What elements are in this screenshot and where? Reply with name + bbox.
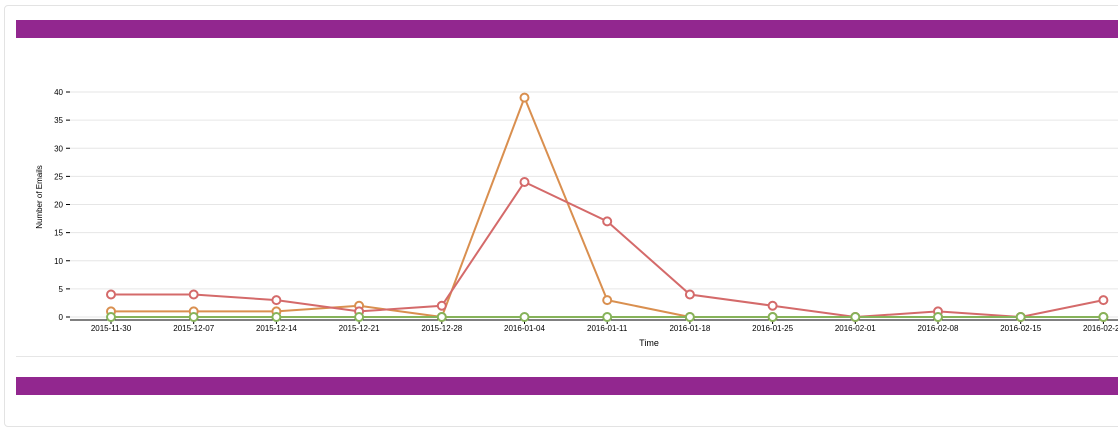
y-axis: 0 5 10 15 20 25 30 35 40: [54, 88, 70, 322]
panel-footer-bar: [16, 377, 1118, 395]
y-tick-label: 40: [54, 88, 63, 97]
data-point: [767, 300, 778, 311]
data-point: [1098, 312, 1109, 322]
data-point: [767, 312, 778, 322]
data-point: [1015, 312, 1026, 322]
x-tick-label: 2016-01-11: [587, 324, 628, 333]
grid-lines: [70, 91, 1118, 318]
x-tick-label: 2016-02-15: [1000, 324, 1041, 333]
x-tick-label: 2016-02-08: [918, 324, 959, 333]
x-tick-label: 2015-12-07: [173, 324, 214, 333]
data-point: [106, 289, 116, 300]
data-point: [684, 312, 695, 322]
x-axis-label: Time: [639, 338, 659, 348]
data-point: [106, 312, 116, 322]
data-point: [1098, 295, 1109, 306]
x-axis: 2015-11-30 2015-12-07 2015-12-14 2015-12-21…: [70, 319, 1118, 333]
data-point: [271, 312, 282, 322]
x-tick-label: 2016-01-04: [504, 324, 545, 333]
y-tick-label: 5: [59, 285, 64, 294]
x-tick-label: 2016-02-22: [1083, 324, 1118, 333]
y-tick-label: 15: [54, 229, 63, 238]
x-tick-label: 2016-01-25: [752, 324, 793, 333]
data-point: [436, 312, 447, 322]
y-tick-label: 20: [54, 201, 63, 210]
y-axis-label: Number of Emails: [35, 165, 44, 229]
data-point: [519, 92, 530, 103]
data-point: [933, 312, 943, 322]
data-point: [602, 295, 613, 306]
data-point: [602, 216, 613, 227]
y-tick-label: 30: [54, 144, 63, 153]
x-tick-label: 2015-12-14: [256, 324, 297, 333]
data-point: [684, 289, 695, 300]
data-point: [519, 312, 530, 322]
series-line: [111, 94, 1104, 319]
data-point: [271, 295, 282, 306]
y-tick-label: 25: [54, 172, 63, 181]
x-tick-label: 2015-12-28: [421, 324, 462, 333]
y-tick-label: 0: [59, 313, 64, 322]
data-point: [188, 289, 199, 300]
x-tick-label: 2015-11-30: [91, 324, 132, 333]
data-point: [188, 312, 199, 322]
data-point: [602, 312, 613, 322]
series-points: [106, 92, 1109, 322]
x-tick-label: 2016-02-01: [835, 324, 876, 333]
y-tick-label: 35: [54, 116, 63, 125]
series-lines: [111, 94, 1104, 319]
panel-header-bar: [16, 20, 1118, 38]
x-tick-label: 2015-12-21: [339, 324, 380, 333]
data-point: [519, 177, 530, 187]
y-tick-label: 10: [54, 257, 63, 266]
panel-divider: [16, 356, 1118, 357]
x-tick-label: 2016-01-18: [669, 324, 710, 333]
data-point: [850, 312, 861, 322]
data-point: [354, 312, 365, 322]
data-point: [436, 300, 447, 311]
